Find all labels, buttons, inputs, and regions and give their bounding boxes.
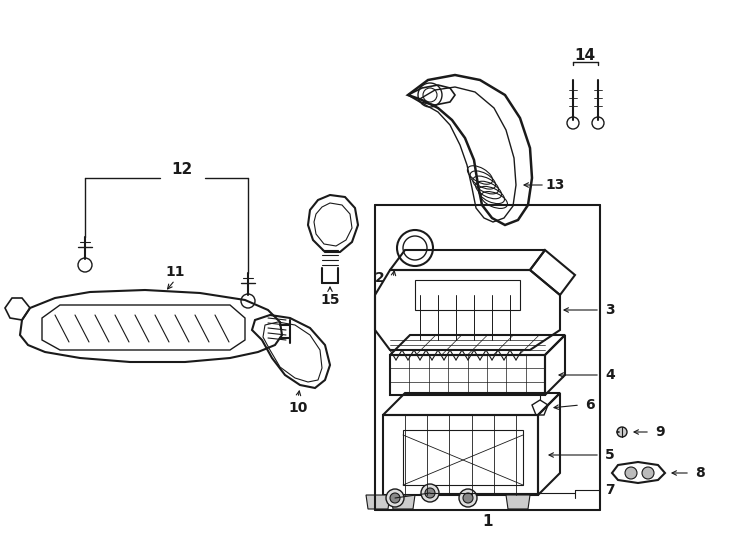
Text: 4: 4 (605, 368, 615, 382)
Text: 11: 11 (165, 265, 185, 279)
Text: 15: 15 (320, 293, 340, 307)
Text: 12: 12 (171, 163, 192, 178)
Text: 1: 1 (482, 515, 493, 530)
Circle shape (459, 489, 477, 507)
Text: 13: 13 (545, 178, 564, 192)
Text: 3: 3 (606, 303, 615, 317)
Circle shape (625, 467, 637, 479)
Polygon shape (506, 495, 530, 509)
Circle shape (463, 493, 473, 503)
Circle shape (386, 489, 404, 507)
Text: 8: 8 (695, 466, 705, 480)
Text: 5: 5 (605, 448, 615, 462)
Text: 10: 10 (288, 401, 308, 415)
Text: 14: 14 (575, 48, 595, 63)
Polygon shape (366, 495, 390, 509)
Text: 6: 6 (585, 398, 595, 412)
Text: 2: 2 (375, 271, 385, 285)
Circle shape (425, 488, 435, 498)
Text: 7: 7 (606, 483, 615, 497)
Circle shape (390, 493, 400, 503)
Circle shape (421, 484, 439, 502)
Text: 9: 9 (655, 425, 665, 439)
Circle shape (642, 467, 654, 479)
Polygon shape (391, 495, 415, 509)
Circle shape (617, 427, 627, 437)
